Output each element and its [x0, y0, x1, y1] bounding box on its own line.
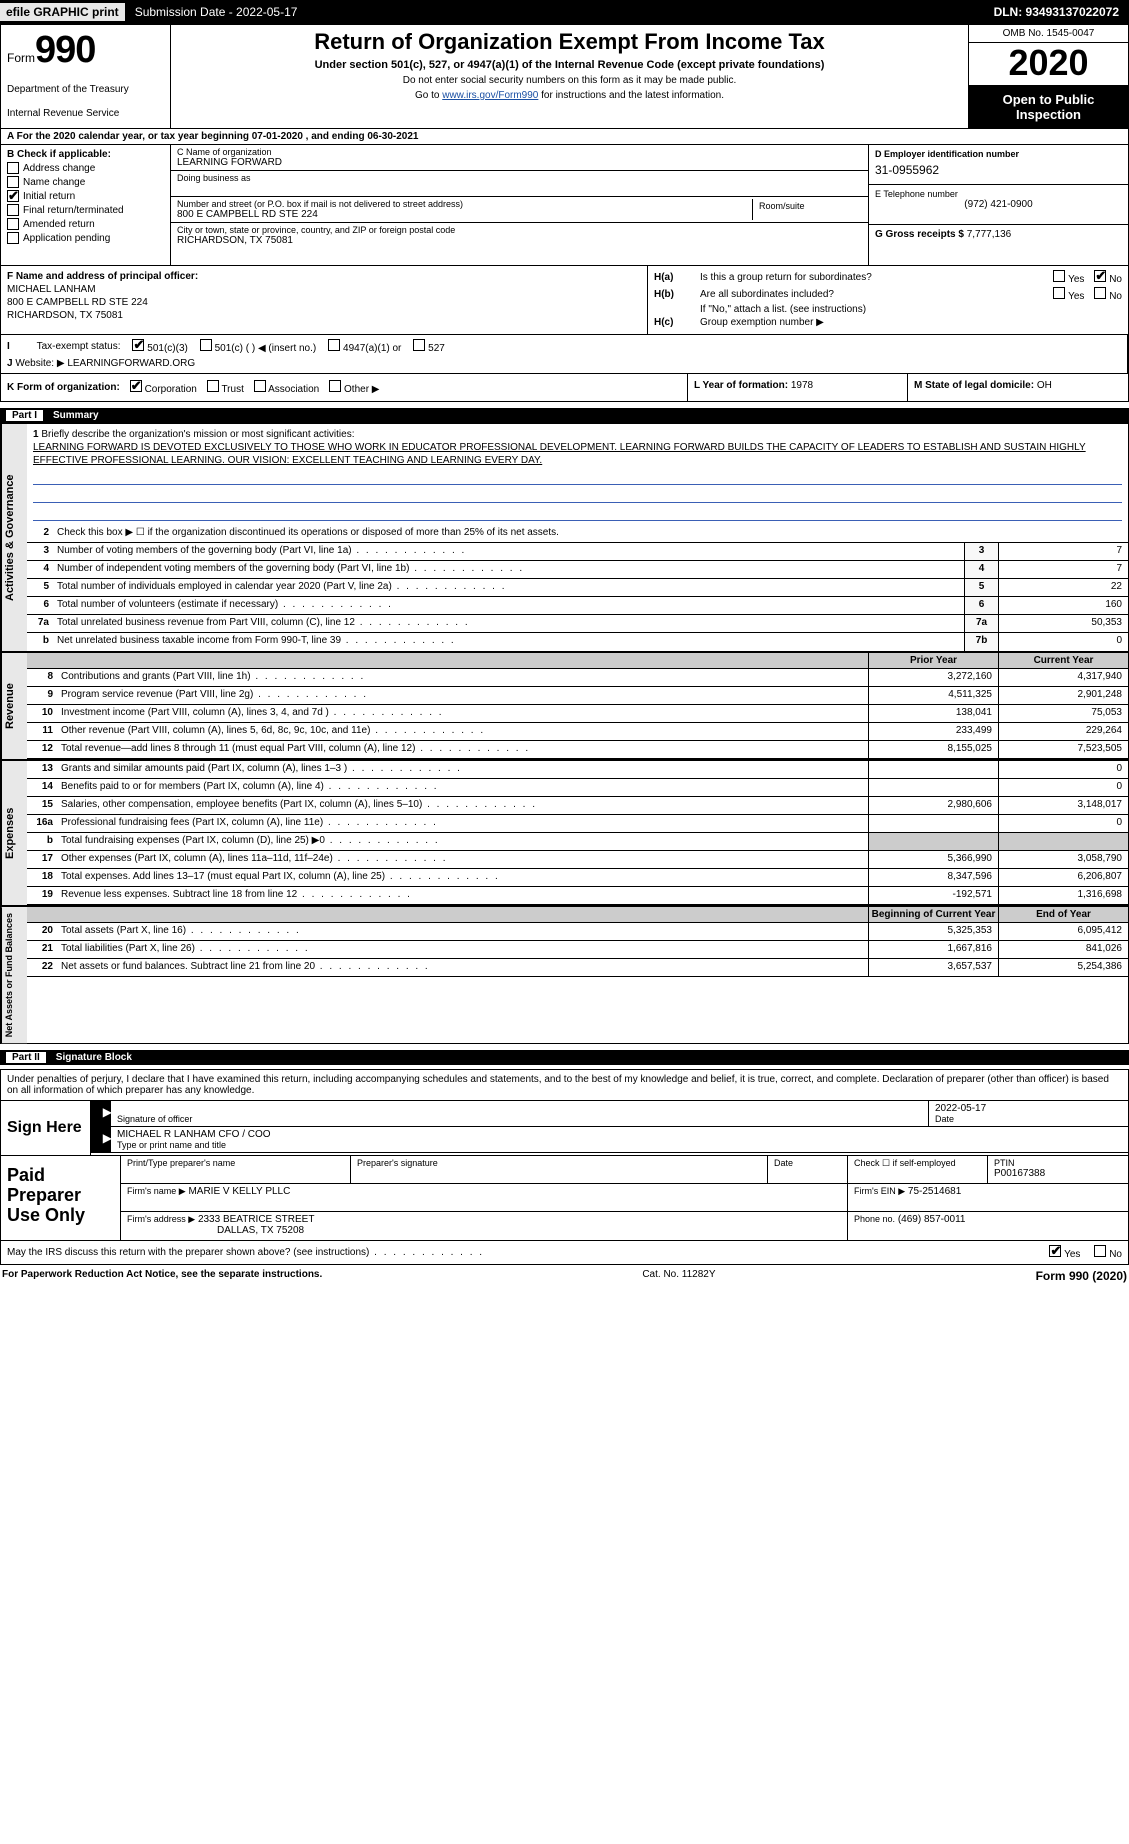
org-name-label: C Name of organization: [177, 147, 862, 157]
officer-label: F Name and address of principal officer:: [7, 270, 641, 283]
discuss-yes[interactable]: [1049, 1245, 1061, 1257]
hb-yes[interactable]: [1053, 287, 1065, 299]
b-opt-0[interactable]: [7, 162, 19, 174]
top-bar: efile GRAPHIC print Submission Date - 20…: [0, 0, 1129, 24]
gross-label: G Gross receipts $: [875, 229, 964, 240]
tax-year: 2020: [969, 43, 1128, 86]
i-501c3[interactable]: [132, 339, 144, 351]
discuss-no[interactable]: [1094, 1245, 1106, 1257]
goto-note: Go to www.irs.gov/Form990 for instructio…: [179, 90, 960, 101]
irs-discuss: May the IRS discuss this return with the…: [0, 1241, 1129, 1265]
city: RICHARDSON, TX 75081: [177, 235, 862, 246]
section-b-label: B Check if applicable:: [7, 149, 164, 160]
b-opt-1[interactable]: [7, 176, 19, 188]
paid-preparer-label: Paid Preparer Use Only: [1, 1156, 121, 1240]
dba-label: Doing business as: [177, 173, 862, 183]
gross: 7,777,136: [967, 229, 1012, 240]
ein-label: D Employer identification number: [875, 149, 1122, 159]
ha-no[interactable]: [1094, 270, 1106, 282]
submission-date: Submission Date - 2022-05-17: [125, 3, 308, 21]
org-name: LEARNING FORWARD: [177, 157, 862, 168]
k-trust[interactable]: [207, 380, 219, 392]
vtab-revenue: Revenue: [1, 653, 27, 759]
officer-name: MICHAEL LANHAM: [7, 283, 641, 296]
omb-number: OMB No. 1545-0047: [969, 25, 1128, 43]
section-f: F Name and address of principal officer:…: [1, 266, 648, 334]
efile-label: efile GRAPHIC print: [0, 3, 125, 21]
officer-addr1: 800 E CAMPBELL RD STE 224: [7, 296, 641, 309]
hb-no[interactable]: [1094, 287, 1106, 299]
mission-text: LEARNING FORWARD IS DEVOTED EXCLUSIVELY …: [33, 442, 1086, 466]
dept-treasury: Department of the Treasury: [7, 84, 164, 96]
sig-declaration: Under penalties of perjury, I declare th…: [1, 1070, 1128, 1101]
open-inspection: Open to Public Inspection: [969, 86, 1128, 128]
section-k: K Form of organization: Corporation Trus…: [1, 374, 688, 401]
ha-yes[interactable]: [1053, 270, 1065, 282]
addr-label: Number and street (or P.O. box if mail i…: [177, 199, 752, 209]
form-header: Form990 Department of the Treasury Inter…: [0, 24, 1129, 129]
h-ifno: If "No," attach a list. (see instruction…: [700, 304, 1122, 315]
i-501c[interactable]: [200, 339, 212, 351]
section-l: L Year of formation: 1978: [688, 374, 908, 401]
b-opt-3[interactable]: [7, 204, 19, 216]
part2-header: Part II Signature Block: [0, 1050, 1129, 1065]
section-h: H(a) Is this a group return for subordin…: [648, 266, 1128, 334]
signature-block: Under penalties of perjury, I declare th…: [0, 1069, 1129, 1156]
klm-block: K Form of organization: Corporation Trus…: [0, 374, 1129, 402]
ein: 31-0955962: [875, 163, 1122, 177]
return-title: Return of Organization Exempt From Incom…: [179, 29, 960, 55]
return-subtitle: Under section 501(c), 527, or 4947(a)(1)…: [179, 59, 960, 71]
k-other[interactable]: [329, 380, 341, 392]
form-word: Form: [7, 51, 35, 65]
ssn-note: Do not enter social security numbers on …: [179, 75, 960, 86]
b-opt-5[interactable]: [7, 232, 19, 244]
section-c: C Name of organization LEARNING FORWARD …: [171, 145, 868, 265]
room-label: Room/suite: [759, 201, 856, 211]
governance-block: Activities & Governance 1 Briefly descri…: [0, 423, 1129, 652]
city-label: City or town, state or province, country…: [177, 225, 862, 235]
tax-period: A For the 2020 calendar year, or tax yea…: [0, 129, 1129, 145]
revenue-block: Revenue Prior YearCurrent Year 8Contribu…: [0, 652, 1129, 760]
dept-irs: Internal Revenue Service: [7, 108, 164, 120]
page-footer: For Paperwork Reduction Act Notice, see …: [0, 1265, 1129, 1287]
fh-block: F Name and address of principal officer:…: [0, 266, 1129, 335]
part1-header: Part I Summary: [0, 408, 1129, 423]
section-b: B Check if applicable: Address changeNam…: [1, 145, 171, 265]
vtab-governance: Activities & Governance: [1, 424, 27, 651]
entity-block: B Check if applicable: Address changeNam…: [0, 145, 1129, 266]
section-d: D Employer identification number 31-0955…: [868, 145, 1128, 265]
expenses-block: Expenses 13Grants and similar amounts pa…: [0, 760, 1129, 906]
k-corp[interactable]: [130, 380, 142, 392]
netassets-block: Net Assets or Fund Balances Beginning of…: [0, 906, 1129, 1044]
section-i: I Tax-exempt status: 501(c)(3) 501(c) ( …: [1, 335, 1128, 373]
k-assoc[interactable]: [254, 380, 266, 392]
section-m: M State of legal domicile: OH: [908, 374, 1128, 401]
officer-addr2: RICHARDSON, TX 75081: [7, 309, 641, 322]
tel: (972) 421-0900: [875, 199, 1122, 210]
irs-link[interactable]: www.irs.gov/Form990: [442, 90, 538, 101]
vtab-expenses: Expenses: [1, 761, 27, 905]
b-opt-2[interactable]: [7, 190, 19, 202]
tel-label: E Telephone number: [875, 189, 1122, 199]
paid-preparer-block: Paid Preparer Use Only Print/Type prepar…: [0, 1156, 1129, 1241]
sign-here-label: Sign Here: [1, 1101, 91, 1155]
dln: DLN: 93493137022072: [984, 3, 1129, 21]
website: LEARNINGFORWARD.ORG: [67, 358, 195, 369]
b-opt-4[interactable]: [7, 218, 19, 230]
addr: 800 E CAMPBELL RD STE 224: [177, 209, 752, 220]
form-number: 990: [35, 29, 95, 71]
i-4947[interactable]: [328, 339, 340, 351]
ij-block: I Tax-exempt status: 501(c)(3) 501(c) ( …: [0, 335, 1129, 374]
i-527[interactable]: [413, 339, 425, 351]
vtab-netassets: Net Assets or Fund Balances: [1, 907, 27, 1043]
